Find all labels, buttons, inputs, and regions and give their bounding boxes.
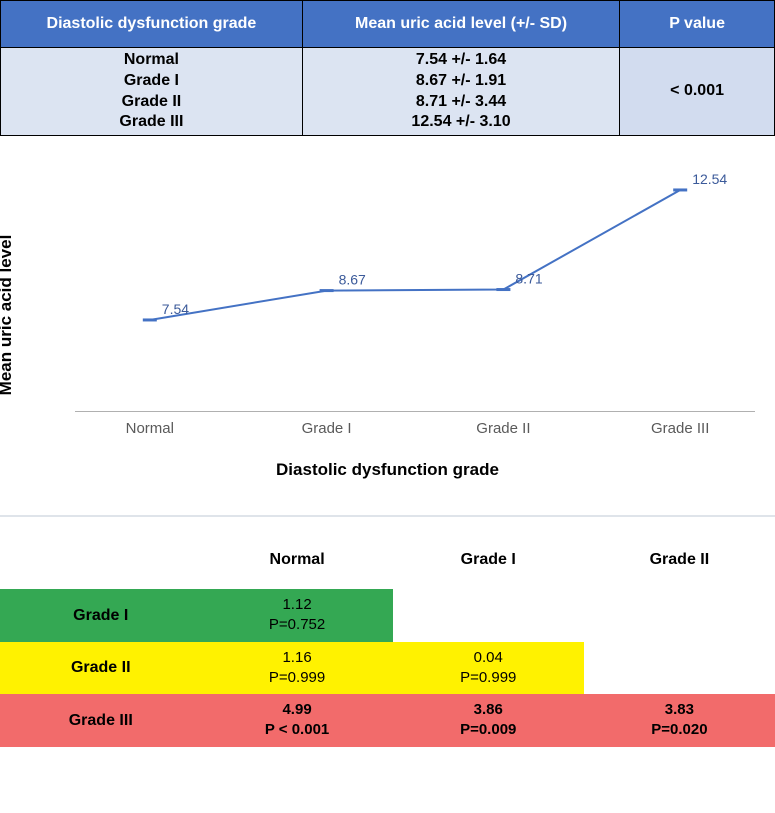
chart-plot: 7.54 8.67 8.71 12.54	[75, 152, 755, 412]
comparison-cell-1-1: 0.04P=0.999	[393, 642, 584, 695]
comparison-matrix: NormalGrade IGrade II Grade I1.12P=0.752…	[0, 541, 775, 747]
chart-point-label-2: 8.71	[515, 271, 542, 287]
comparison-cell-0-0: 1.12P=0.752	[202, 589, 393, 642]
line-chart: 7.54 8.67 8.71 12.54	[75, 152, 755, 412]
comparison-col-header-3: Grade II	[584, 541, 775, 589]
comparison-cell-2-0: 4.99P < 0.001	[202, 694, 393, 747]
comparison-row-header-0: Grade I	[0, 589, 202, 642]
page: Diastolic dysfunction grade Mean uric ac…	[0, 0, 775, 747]
header-mean: Mean uric acid level (+/- SD)	[302, 1, 619, 48]
chart-x-axis	[75, 411, 755, 412]
comparison-cell-2-2: 3.83P=0.020	[584, 694, 775, 747]
summary-mean-cell: 7.54 +/- 1.648.67 +/- 1.918.71 +/- 3.441…	[302, 48, 619, 136]
header-grade: Diastolic dysfunction grade	[1, 1, 303, 48]
comparison-cell-1-0: 1.16P=0.999	[202, 642, 393, 695]
chart-line	[150, 190, 680, 320]
comparison-row-1: Grade II1.16P=0.9990.04P=0.999	[0, 642, 775, 695]
comparison-matrix-wrap: NormalGrade IGrade II Grade I1.12P=0.752…	[0, 515, 775, 747]
chart-point-label-1: 8.67	[339, 272, 366, 288]
comparison-row-header-2: Grade III	[0, 694, 202, 747]
chart-x-axis-label: Diastolic dysfunction grade	[0, 460, 775, 480]
chart-point-label-0: 7.54	[162, 301, 189, 317]
comparison-cell-2-1: 3.86P=0.009	[393, 694, 584, 747]
comparison-cell-1-2	[584, 642, 775, 695]
summary-table: Diastolic dysfunction grade Mean uric ac…	[0, 0, 775, 136]
comparison-row-2: Grade III4.99P < 0.0013.86P=0.0093.83P=0…	[0, 694, 775, 747]
chart-x-tick-2: Grade II	[476, 420, 530, 437]
comparison-header-row: NormalGrade IGrade II	[0, 541, 775, 589]
chart-area: Mean uric acid level 7.54 8.67 8.71 12.54 N…	[0, 142, 775, 487]
comparison-corner-cell	[0, 541, 202, 589]
chart-point-label-3: 12.54	[692, 171, 727, 187]
comparison-col-header-2: Grade I	[393, 541, 584, 589]
header-p: P value	[620, 1, 775, 48]
comparison-col-header-1: Normal	[202, 541, 393, 589]
comparison-row-0: Grade I1.12P=0.752	[0, 589, 775, 642]
summary-grade-cell: NormalGrade IGrade IIGrade III	[1, 48, 303, 136]
summary-p-value: < 0.001	[620, 48, 775, 136]
chart-x-tick-1: Grade I	[302, 420, 352, 437]
chart-x-ticks: Normal Grade I Grade II Grade III	[75, 420, 755, 450]
comparison-cell-0-1	[393, 589, 584, 642]
comparison-row-header-1: Grade II	[0, 642, 202, 695]
chart-x-tick-3: Grade III	[651, 420, 709, 437]
comparison-cell-0-2	[584, 589, 775, 642]
chart-x-tick-0: Normal	[126, 420, 174, 437]
summary-table-header-row: Diastolic dysfunction grade Mean uric ac…	[1, 1, 775, 48]
chart-y-axis-label: Mean uric acid level	[0, 234, 16, 395]
